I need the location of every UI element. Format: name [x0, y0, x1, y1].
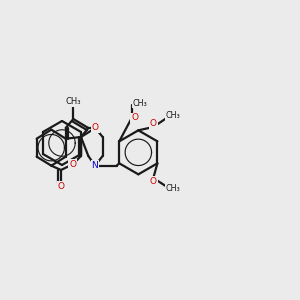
Text: CH₃: CH₃	[132, 98, 147, 107]
Text: CH₃: CH₃	[165, 112, 180, 121]
Text: O: O	[150, 176, 157, 185]
Text: O: O	[69, 160, 76, 169]
Text: CH₃: CH₃	[66, 97, 81, 106]
Text: CH₃: CH₃	[165, 184, 180, 193]
Text: O: O	[92, 124, 99, 133]
Text: N: N	[92, 161, 98, 170]
Text: O: O	[131, 113, 138, 122]
Text: O: O	[58, 182, 64, 191]
Text: O: O	[150, 119, 157, 128]
